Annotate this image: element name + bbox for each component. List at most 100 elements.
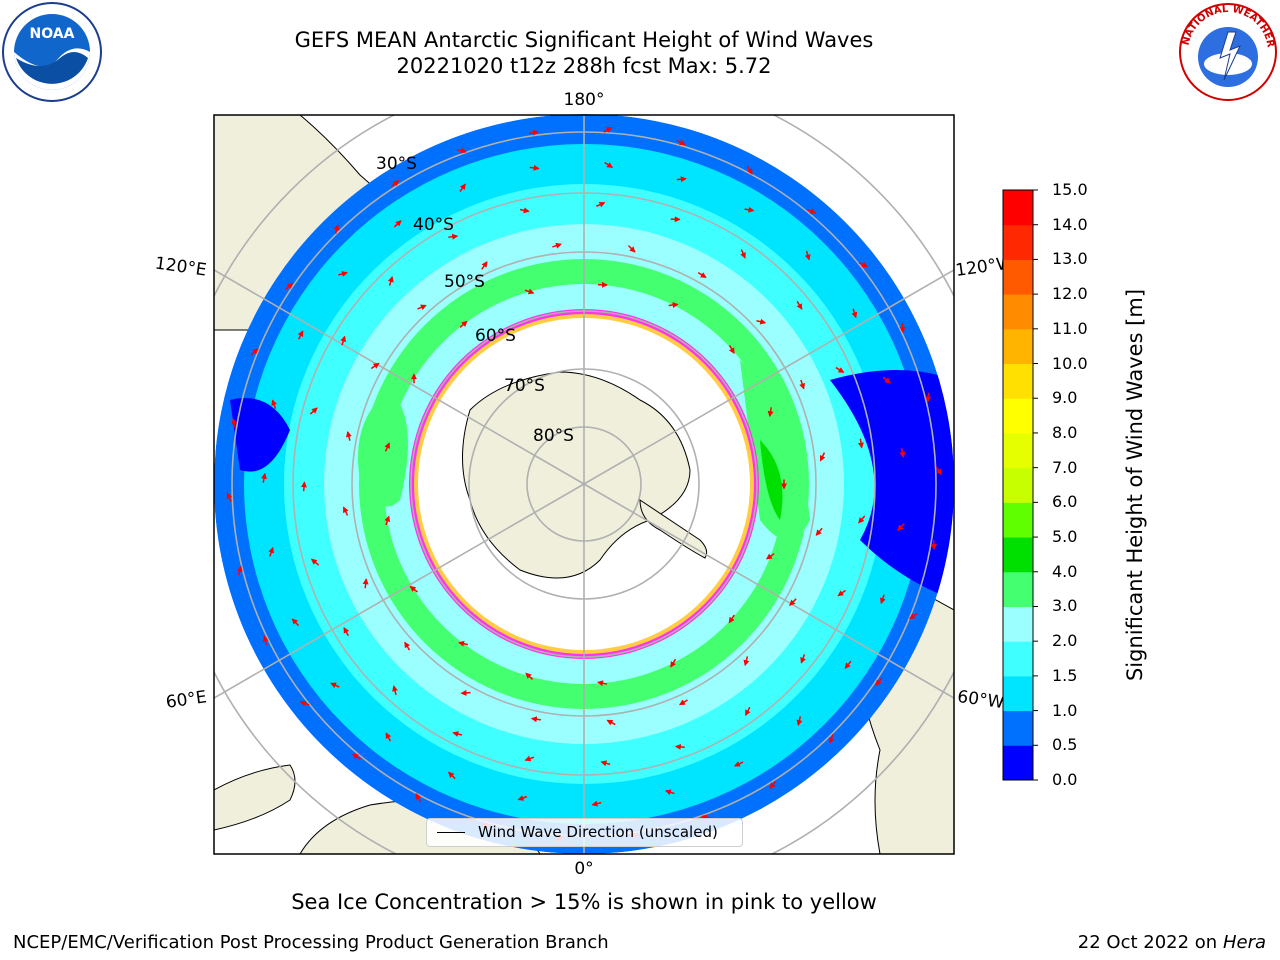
chart-title: GEFS MEAN Antarctic Significant Height o…	[294, 28, 874, 52]
wave-direction-arrow	[789, 598, 797, 606]
wave-direction-arrow	[700, 814, 711, 821]
wave-direction-arrow	[835, 366, 845, 373]
colorbar-tick-label: 0.0	[1052, 770, 1078, 789]
colorbar-segment	[1003, 328, 1033, 365]
wave-direction-arrow	[552, 242, 562, 249]
footer-credit: NCEP/EMC/Verification Post Processing Pr…	[13, 932, 609, 953]
wave-direction-arrow	[330, 682, 340, 689]
colorbar-segment	[1003, 710, 1033, 746]
wave-direction-arrow	[595, 201, 606, 208]
map-frame	[213, 114, 955, 855]
colorbar-segment	[1003, 259, 1033, 295]
antarctic-peninsula	[639, 499, 708, 559]
colorbar-tick-label: 10.0	[1052, 353, 1088, 373]
wave-direction-arrow	[351, 753, 361, 760]
colorbar-label: Significant Height of Wind Waves [m]	[1123, 288, 1147, 682]
wave-direction-arrow	[404, 641, 411, 651]
wave-direction-arrow	[385, 732, 392, 742]
wave-direction-arrow	[409, 585, 419, 593]
wave-direction-arrow	[392, 685, 398, 696]
colorbar-tick-label: 3.0	[1052, 596, 1078, 616]
wave-direction-arrow	[678, 699, 688, 706]
wave-direction-arrow	[299, 700, 310, 707]
wave-direction-arrow	[448, 233, 459, 240]
colorbar-tick-label: 12.0	[1052, 284, 1088, 304]
wave-direction-arrow	[800, 654, 806, 664]
wave-direction-arrow	[300, 481, 307, 492]
colorbar-segment	[1003, 467, 1033, 503]
wave-direction-arrow	[925, 392, 932, 403]
wave-direction-arrow	[733, 761, 744, 767]
wave-direction-arrow	[261, 472, 267, 483]
wave-direction-arrow	[342, 506, 349, 516]
wave-direction-arrow	[728, 344, 735, 355]
wave-direction-arrow	[391, 179, 400, 187]
wave-direction-arrow	[796, 300, 803, 310]
colorbar-tick-label: 11.0	[1052, 318, 1088, 338]
wave-direction-arrow	[517, 795, 528, 801]
wave-direction-arrow	[728, 614, 735, 624]
wave-direction-arrow	[415, 793, 422, 803]
lat-label-70s: 70°S	[504, 376, 545, 396]
wave-direction-arrow	[417, 304, 427, 311]
colorbar-segment	[1003, 502, 1033, 538]
wave-direction-arrow	[529, 129, 540, 136]
lon-label-0: 0°	[574, 859, 593, 879]
colorbar-segment	[1003, 675, 1033, 712]
wave-direction-arrow	[591, 800, 602, 807]
wave-direction-arrow	[819, 452, 826, 462]
colorbar-segment	[1003, 224, 1033, 260]
wave-direction-arrow	[882, 376, 891, 384]
wave-direction-arrow	[346, 430, 352, 441]
colorbar-tick-label: 5.0	[1052, 527, 1078, 547]
wave-direction-arrow	[875, 677, 883, 687]
noaa-logo-text: NOAA	[30, 26, 75, 42]
wave-direction-arrow	[262, 635, 269, 646]
colorbar-segment	[1003, 745, 1033, 781]
wave-direction-arrow	[828, 734, 835, 744]
wave-direction-arrow	[935, 466, 942, 476]
wave-direction-arrow	[909, 612, 918, 620]
lat-label-50s: 50°S	[444, 272, 485, 292]
wave-direction-arrow	[297, 330, 304, 340]
wind-wave-arrows	[226, 126, 942, 842]
wave-direction-arrow	[676, 139, 686, 146]
wave-direction-arrow	[333, 223, 340, 234]
lat-label-60s: 60°S	[475, 326, 516, 346]
madagascar-landmass	[214, 764, 296, 831]
wave-direction-arrow	[597, 680, 608, 687]
colorbar-segment	[1003, 537, 1033, 573]
wave-direction-arrow	[606, 719, 616, 726]
wave-direction-arrow	[370, 362, 380, 370]
wave-direction-arrow	[387, 275, 394, 286]
wave-direction-arrow	[627, 245, 636, 253]
wave-direction-arrow	[393, 220, 402, 228]
wave-direction-arrow	[740, 249, 746, 259]
wave-direction-arrow	[857, 438, 864, 449]
legend-line-sample	[437, 832, 465, 833]
wave-direction-arrow	[744, 206, 755, 213]
wave-direction-arrow	[664, 789, 675, 796]
colorbar-tick-label: 8.0	[1052, 422, 1078, 442]
wave-direction-arrow	[697, 272, 707, 279]
wave-direction-arrow	[765, 553, 775, 560]
wave-direction-arrow	[879, 594, 886, 605]
wave-direction-arrow	[604, 161, 614, 168]
wave-direction-arrow	[806, 208, 817, 215]
map-legend: Wind Wave Direction (unscaled)	[426, 818, 743, 847]
footer-date: 22 Oct 2022 on Hera	[1077, 932, 1266, 953]
colorbar-segment	[1003, 641, 1033, 677]
wave-direction-arrow	[481, 261, 488, 270]
wave-direction-arrow	[340, 335, 347, 346]
wave-direction-arrow	[524, 288, 535, 295]
wave-direction-arrow	[746, 165, 753, 175]
wave-direction-arrow	[384, 515, 391, 526]
chart-subtitle: 20221020 t12z 288h fcst Max: 5.72	[396, 54, 772, 78]
wave-direction-arrow	[268, 546, 275, 557]
wave-direction-arrow	[851, 308, 858, 319]
colorbar-tick-label: 1.5	[1052, 665, 1078, 685]
wave-direction-arrow	[291, 618, 300, 627]
colorbar-segment	[1003, 398, 1033, 434]
lon-label-120e: 120°E	[154, 254, 208, 281]
wave-direction-arrow	[743, 656, 750, 667]
